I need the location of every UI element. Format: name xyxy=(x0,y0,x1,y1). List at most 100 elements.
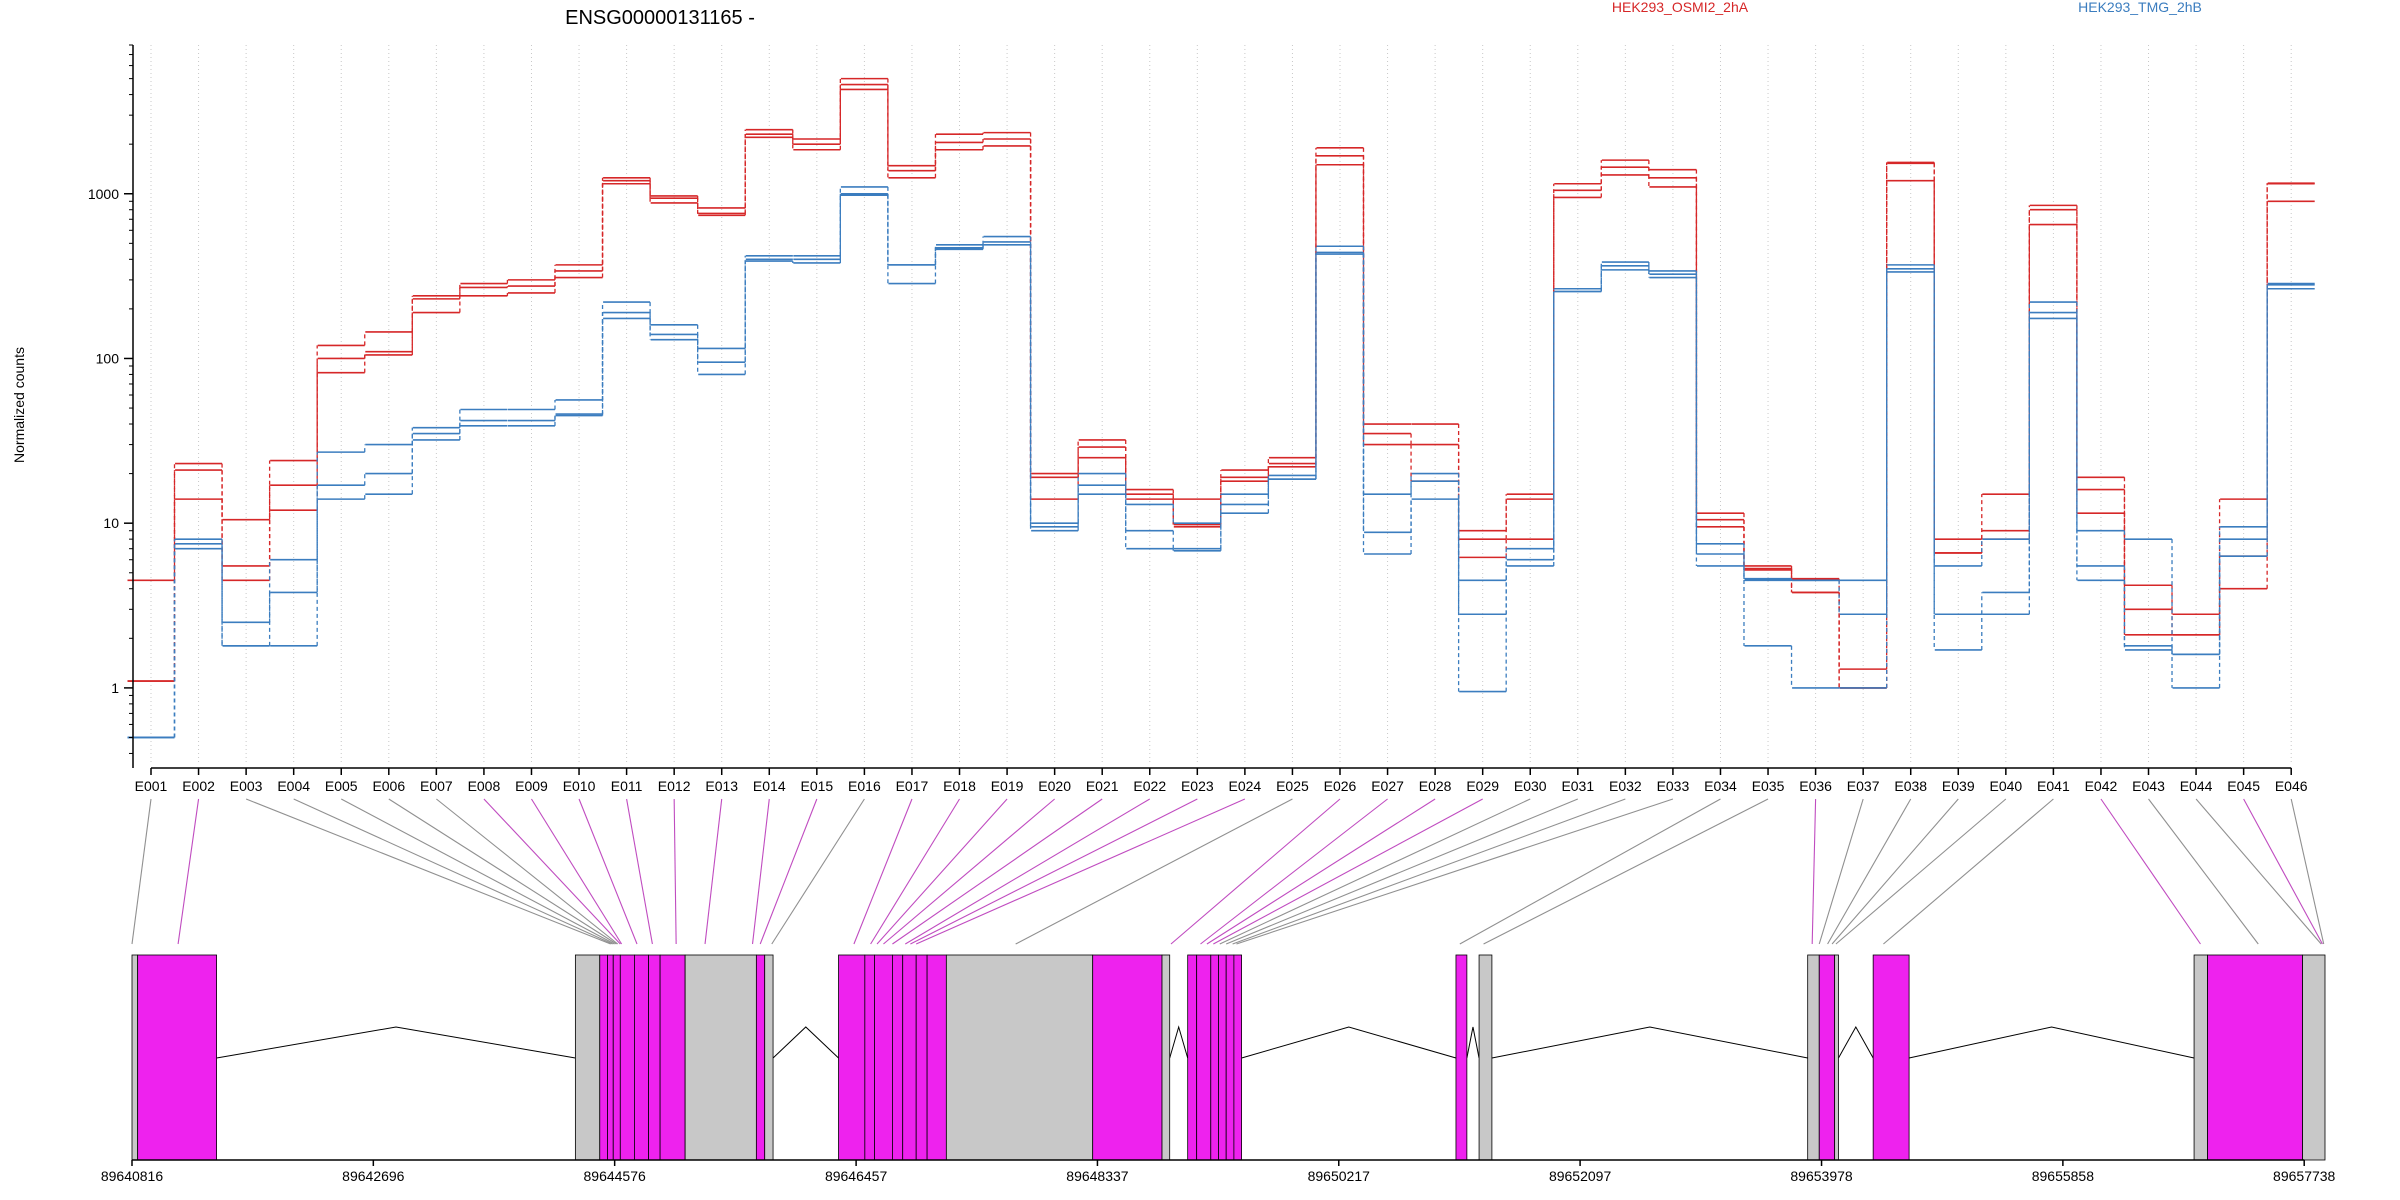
exon-link-e010 xyxy=(578,798,638,945)
exon-link-e040 xyxy=(1835,798,2007,945)
exon-link-e007 xyxy=(436,798,619,945)
exon-block xyxy=(1455,954,1468,1161)
x-tick-label-e010: E010 xyxy=(563,778,596,794)
exon-link-e028 xyxy=(1206,798,1436,945)
genomic-tick-label: 89653978 xyxy=(1790,1168,1853,1184)
x-tick-label-e020: E020 xyxy=(1038,778,1071,794)
series-5 xyxy=(127,192,2315,739)
exon-block xyxy=(755,954,766,1161)
exon-link-e019 xyxy=(876,798,1008,945)
x-tick-label-e022: E022 xyxy=(1133,778,1166,794)
exon-block xyxy=(902,954,917,1161)
exon-link-e033 xyxy=(1236,798,1674,945)
exon-block xyxy=(1225,954,1235,1161)
intron-line xyxy=(1908,1026,2195,1059)
exon-block xyxy=(2193,954,2208,1161)
axes-layer: 1 10 100 1000 E001 E002 E003 E004 E005 E006 E007 E0… xyxy=(88,44,2308,794)
x-tick-label-e002: E002 xyxy=(182,778,215,794)
x-tick-label-e027: E027 xyxy=(1371,778,1404,794)
exon-link-e030 xyxy=(1219,798,1531,945)
x-tick-label-e003: E003 xyxy=(230,778,263,794)
exon-link-e014 xyxy=(751,798,770,945)
exon-block xyxy=(874,954,893,1161)
exon-block xyxy=(634,954,649,1161)
x-tick-label-e025: E025 xyxy=(1276,778,1309,794)
x-tick-label-e035: E035 xyxy=(1752,778,1785,794)
intron-line xyxy=(216,1026,576,1059)
series-1 xyxy=(127,77,2315,670)
x-tick-label-e014: E014 xyxy=(753,778,786,794)
x-tick-label-e024: E024 xyxy=(1229,778,1262,794)
exon-link-e032 xyxy=(1232,798,1626,945)
x-tick-label-e033: E033 xyxy=(1657,778,1690,794)
exon-link-e024 xyxy=(915,798,1246,945)
x-tick-label-e037: E037 xyxy=(1847,778,1880,794)
exon-block xyxy=(1233,954,1242,1161)
exon-block xyxy=(2207,954,2303,1161)
exon-link-e021 xyxy=(892,798,1103,945)
x-tick-label-e041: E041 xyxy=(2037,778,2070,794)
exon-link-e036 xyxy=(1811,798,1817,945)
exon-link-e027 xyxy=(1200,798,1388,945)
x-tick-label-e032: E032 xyxy=(1609,778,1642,794)
exon-link-e006 xyxy=(388,798,617,945)
exon-block xyxy=(1218,954,1227,1161)
x-tick-label-e023: E023 xyxy=(1181,778,1214,794)
exon-block xyxy=(1834,954,1839,1161)
exon-link-e035 xyxy=(1483,798,1769,945)
exon-block xyxy=(1872,954,1910,1161)
genomic-tick-label: 89644576 xyxy=(584,1168,647,1184)
y-tick-label: 1 xyxy=(111,680,119,696)
genomic-tick-label: 89640816 xyxy=(101,1168,164,1184)
x-tick-label-e026: E026 xyxy=(1324,778,1357,794)
exon-block xyxy=(1187,954,1198,1161)
exon-block xyxy=(838,954,866,1161)
exon-block xyxy=(1478,954,1493,1161)
x-tick-label-e001: E001 xyxy=(135,778,168,794)
x-tick-label-e013: E013 xyxy=(705,778,738,794)
intron-line xyxy=(1491,1026,1808,1059)
exon-link-e005 xyxy=(340,798,615,945)
exon-link-e031 xyxy=(1225,798,1579,945)
exon-block xyxy=(131,954,139,1161)
exon-link-e044 xyxy=(2195,798,2322,945)
x-tick-label-e031: E031 xyxy=(1561,778,1594,794)
exon-link-e043 xyxy=(2148,798,2259,945)
exon-link-e020 xyxy=(883,798,1055,945)
exon-block xyxy=(1092,954,1163,1161)
legend-entry-group-1: HEK293_OSMI2_2hA xyxy=(1612,0,1749,15)
exon-link-e004 xyxy=(293,798,613,945)
x-tick-label-e005: E005 xyxy=(325,778,358,794)
exon-block xyxy=(1196,954,1212,1161)
exon-link-e042 xyxy=(2100,798,2201,945)
exon-block xyxy=(2302,954,2326,1161)
series-3 xyxy=(127,88,2315,689)
series-4 xyxy=(127,186,2315,739)
exon-link-e015 xyxy=(759,798,818,945)
x-tick-label-e034: E034 xyxy=(1704,778,1737,794)
exon-link-e013 xyxy=(704,798,723,945)
exon-block xyxy=(926,954,947,1161)
gene-model: 89640816 89642696 89644576 89646457 89648337… xyxy=(101,954,2336,1184)
exon-block xyxy=(1210,954,1219,1161)
exon-link-e046 xyxy=(2290,798,2325,945)
exon-link-e001 xyxy=(131,798,152,945)
exon-link-e018 xyxy=(870,798,960,945)
exon-link-e039 xyxy=(1831,798,1959,945)
exon-block xyxy=(574,954,601,1161)
genomic-tick-label: 89642696 xyxy=(342,1168,405,1184)
exon-block xyxy=(892,954,904,1161)
exon-block xyxy=(684,954,757,1161)
x-tick-label-e039: E039 xyxy=(1942,778,1975,794)
x-tick-label-e016: E016 xyxy=(848,778,881,794)
exon-link-e023 xyxy=(910,798,1198,945)
x-tick-label-e009: E009 xyxy=(515,778,548,794)
x-tick-label-e046: E046 xyxy=(2275,778,2308,794)
x-tick-label-e012: E012 xyxy=(658,778,691,794)
exon-link-e026 xyxy=(1170,798,1341,945)
exon-link-e011 xyxy=(626,798,653,945)
exon-block xyxy=(612,954,621,1161)
exon-link-e041 xyxy=(1883,798,2054,945)
exon-block xyxy=(137,954,217,1161)
